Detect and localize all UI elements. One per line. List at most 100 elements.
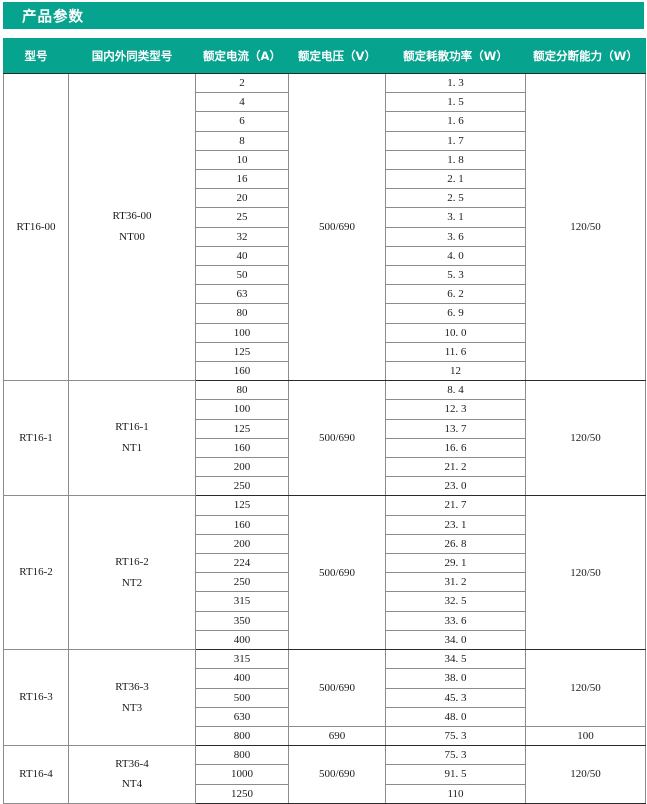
cell-rated-power-dissipation: 6. 9: [385, 303, 526, 324]
table-row: 6 1. 6: [4, 111, 646, 132]
cell-rated-power-dissipation: 1. 6: [385, 111, 526, 132]
col-header-rated-voltage: 额定电压（V）: [288, 38, 386, 74]
cell-rated-current: 315: [195, 649, 289, 670]
equivalent-model-line: NT4: [121, 778, 143, 791]
table-row: 80 6. 9: [4, 303, 646, 324]
table-row: 400 38. 0: [4, 668, 646, 689]
cell-rated-current: 315: [195, 591, 289, 612]
cell-rated-current: 160: [195, 361, 289, 382]
cell-rated-voltage: 690: [288, 725, 386, 747]
cell-rated-power-dissipation: 1. 7: [385, 130, 526, 151]
cell-rated-power-dissipation: 13. 7: [385, 418, 526, 439]
cell-rated-current: 125: [195, 341, 289, 363]
cell-rated-power-dissipation: 2. 1: [385, 169, 526, 190]
table-row: 200 26. 8: [4, 533, 646, 555]
cell-rated-current: 800: [195, 745, 289, 766]
equivalent-model-line: RT36-3: [115, 680, 149, 693]
table-row: 16 2. 1: [4, 169, 646, 190]
table-row: RT16-00 RT36-00 NT00 2 500/690 1. 3 120/50: [3, 72, 646, 382]
cell-rated-power-dissipation: 110: [385, 783, 526, 804]
cell-rated-power-dissipation: 38. 0: [385, 668, 526, 689]
cell-rated-current: 800: [195, 725, 289, 747]
col-header-rated-power-dissipation: 额定耗散功率（W）: [385, 38, 526, 74]
cell-rated-current: 160: [195, 437, 289, 459]
table-row: 50 5. 3: [4, 265, 646, 286]
col-header-rated-current: 额定电流（A）: [195, 38, 289, 74]
equivalent-model-line: RT36-4: [115, 757, 149, 770]
cell-rated-current: 80: [195, 380, 289, 401]
cell-rated-current: 8: [195, 130, 289, 151]
col-header-equivalent-model: 国内外同类型号: [68, 38, 196, 74]
table-row: 125 13. 7: [4, 418, 646, 439]
cell-rated-power-dissipation: 1. 5: [385, 92, 526, 113]
cell-rated-current: 63: [195, 284, 289, 305]
cell-equivalent-model: RT16-2 NT2: [68, 495, 196, 651]
table-row: 125 11. 6: [4, 341, 646, 363]
table-row: 20 2. 5: [4, 188, 646, 209]
cell-rated-power-dissipation: 23. 0: [385, 476, 526, 497]
cell-rated-current: 25: [195, 207, 289, 228]
cell-rated-breaking-capacity: 120/50: [525, 495, 646, 651]
table-row: RT16-3 RT36-3 NT3 315 500/690 34. 5 120/50: [3, 649, 646, 747]
cell-equivalent-model: RT36-4 NT4: [68, 745, 196, 804]
cell-rated-current: 224: [195, 553, 289, 574]
cell-rated-breaking-capacity: 120/50: [525, 72, 646, 382]
cell-rated-power-dissipation: 10. 0: [385, 322, 526, 343]
cell-rated-current: 100: [195, 399, 289, 420]
cell-rated-current: 40: [195, 245, 289, 267]
section-title: 产品参数: [22, 9, 84, 25]
cell-rated-power-dissipation: 32. 5: [385, 591, 526, 612]
cell-rated-power-dissipation: 75. 3: [385, 725, 526, 747]
table-row: 400 34. 0: [4, 629, 646, 651]
product-spec-table: 型号 国内外同类型号 额定电流（A） 额定电压（V） 额定耗散功率（W） 额定分…: [3, 38, 646, 804]
cell-rated-current: 32: [195, 226, 289, 247]
table-header-row: 型号 国内外同类型号 额定电流（A） 额定电压（V） 额定耗散功率（W） 额定分…: [3, 38, 646, 74]
cell-rated-current: 100: [195, 322, 289, 343]
table-row: 8 1. 7: [4, 130, 646, 151]
cell-rated-power-dissipation: 2. 5: [385, 188, 526, 209]
table-row: 4 1. 5: [4, 92, 646, 113]
cell-rated-current: 125: [195, 495, 289, 516]
table-row: RT16-2 RT16-2 NT2 125 500/690 21. 7 120/50: [3, 495, 646, 651]
table-row: 25 3. 1: [4, 207, 646, 228]
cell-rated-current: 4: [195, 92, 289, 113]
cell-equivalent-model: RT36-3 NT3: [68, 649, 196, 747]
table-row: 250 23. 0: [4, 476, 646, 497]
cell-rated-power-dissipation: 45. 3: [385, 687, 526, 708]
equivalent-model-line: RT16-1: [115, 421, 149, 434]
cell-rated-breaking-capacity: 100: [525, 725, 646, 747]
table-row: 100 12. 3: [4, 399, 646, 420]
cell-rated-power-dissipation: 1. 3: [385, 72, 526, 94]
cell-rated-power-dissipation: 4. 0: [385, 245, 526, 267]
cell-rated-power-dissipation: 21. 2: [385, 457, 526, 478]
cell-model: RT16-3: [3, 649, 69, 747]
table-row: 160 12: [4, 361, 646, 382]
cell-rated-current: 125: [195, 418, 289, 439]
cell-model: RT16-1: [3, 380, 69, 497]
cell-rated-current: 1250: [195, 783, 289, 804]
table-row: 10 1. 8: [4, 149, 646, 171]
cell-equivalent-model: RT16-1 NT1: [68, 380, 196, 497]
equivalent-model-line: RT16-2: [115, 555, 149, 568]
table-row: 32 3. 6: [4, 226, 646, 247]
table-row: 100 10. 0: [4, 322, 646, 343]
cell-rated-current: 200: [195, 533, 289, 555]
cell-rated-current: 16: [195, 169, 289, 190]
table-row: 350 33. 6: [4, 610, 646, 631]
cell-rated-voltage: 500/690: [288, 380, 386, 497]
table-row: 40 4. 0: [4, 245, 646, 267]
cell-rated-current: 80: [195, 303, 289, 324]
cell-rated-current: 2: [195, 72, 289, 94]
cell-equivalent-model: RT36-00 NT00: [68, 72, 196, 382]
table-row: 315 32. 5: [4, 591, 646, 612]
cell-rated-current: 200: [195, 457, 289, 478]
cell-rated-current: 10: [195, 149, 289, 171]
table-body: RT16-00 RT36-00 NT00 2 500/690 1. 3 120/50 4 1. …: [3, 72, 646, 804]
cell-rated-power-dissipation: 48. 0: [385, 706, 526, 727]
table-row: 160 16. 6: [4, 437, 646, 459]
cell-rated-current: 350: [195, 610, 289, 631]
cell-rated-voltage: 500/690: [288, 495, 386, 651]
col-header-model: 型号: [3, 38, 69, 74]
cell-model: RT16-00: [3, 72, 69, 382]
cell-rated-current: 20: [195, 188, 289, 209]
